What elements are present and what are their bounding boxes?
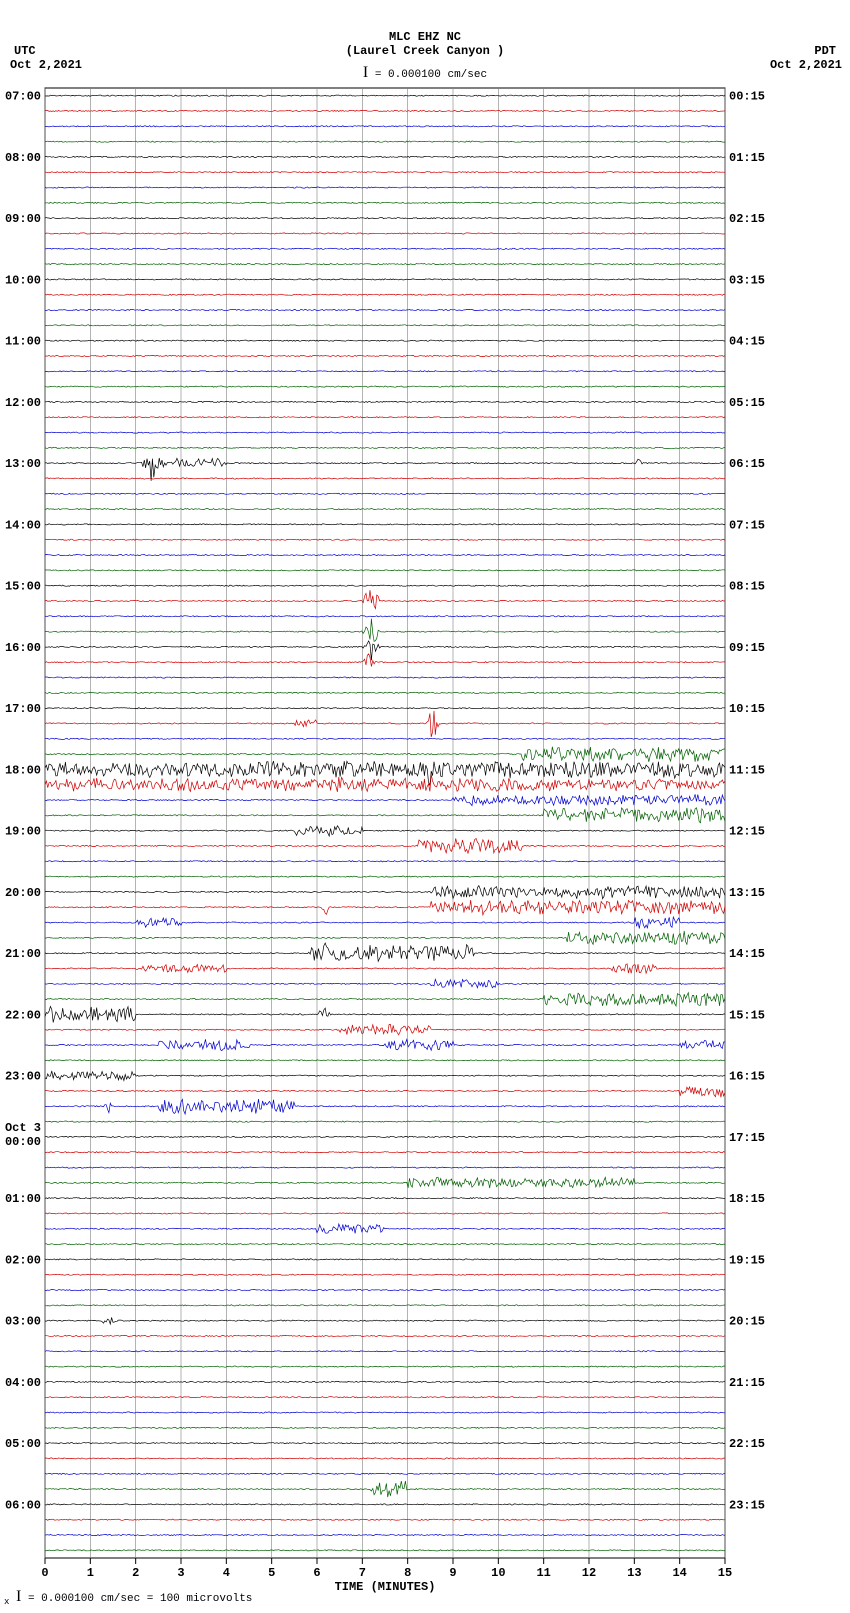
svg-text:1: 1 — [87, 1566, 94, 1580]
svg-text:10:15: 10:15 — [729, 702, 765, 716]
svg-text:5: 5 — [268, 1566, 275, 1580]
seismogram-plot: 0123456789101112131415TIME (MINUTES)07:0… — [0, 0, 850, 1608]
svg-text:9: 9 — [449, 1566, 456, 1580]
scale-legend-bottom: x I = 0.000100 cm/sec = 100 microvolts — [4, 1588, 252, 1607]
svg-text:11: 11 — [536, 1566, 550, 1580]
svg-text:14:15: 14:15 — [729, 947, 765, 961]
svg-text:3: 3 — [177, 1566, 184, 1580]
svg-text:09:00: 09:00 — [5, 212, 41, 226]
svg-text:8: 8 — [404, 1566, 411, 1580]
svg-text:7: 7 — [359, 1566, 366, 1580]
svg-text:6: 6 — [313, 1566, 320, 1580]
svg-text:Oct 3: Oct 3 — [5, 1121, 41, 1135]
svg-text:15: 15 — [718, 1566, 732, 1580]
svg-text:11:00: 11:00 — [5, 335, 41, 349]
svg-text:07:00: 07:00 — [5, 90, 41, 104]
svg-text:04:00: 04:00 — [5, 1376, 41, 1390]
svg-text:18:15: 18:15 — [729, 1192, 765, 1206]
svg-text:19:15: 19:15 — [729, 1253, 765, 1267]
svg-text:20:00: 20:00 — [5, 886, 41, 900]
svg-text:0: 0 — [41, 1566, 48, 1580]
svg-text:22:15: 22:15 — [729, 1437, 765, 1451]
svg-text:06:00: 06:00 — [5, 1498, 41, 1512]
svg-text:TIME (MINUTES): TIME (MINUTES) — [335, 1580, 436, 1594]
svg-text:17:00: 17:00 — [5, 702, 41, 716]
svg-text:10: 10 — [491, 1566, 505, 1580]
svg-text:13:00: 13:00 — [5, 457, 41, 471]
svg-text:05:00: 05:00 — [5, 1437, 41, 1451]
svg-text:16:00: 16:00 — [5, 641, 41, 655]
svg-text:15:15: 15:15 — [729, 1008, 765, 1022]
svg-text:00:15: 00:15 — [729, 90, 765, 104]
svg-text:18:00: 18:00 — [5, 763, 41, 777]
svg-text:11:15: 11:15 — [729, 763, 765, 777]
svg-text:09:15: 09:15 — [729, 641, 765, 655]
svg-text:22:00: 22:00 — [5, 1008, 41, 1022]
svg-text:10:00: 10:00 — [5, 273, 41, 287]
svg-text:08:00: 08:00 — [5, 151, 41, 165]
svg-text:13: 13 — [627, 1566, 641, 1580]
svg-text:12:00: 12:00 — [5, 396, 41, 410]
svg-text:12:15: 12:15 — [729, 825, 765, 839]
svg-text:01:00: 01:00 — [5, 1192, 41, 1206]
svg-text:08:15: 08:15 — [729, 580, 765, 594]
svg-text:02:00: 02:00 — [5, 1253, 41, 1267]
svg-text:19:00: 19:00 — [5, 825, 41, 839]
svg-text:21:15: 21:15 — [729, 1376, 765, 1390]
svg-text:21:00: 21:00 — [5, 947, 41, 961]
svg-text:02:15: 02:15 — [729, 212, 765, 226]
svg-text:03:00: 03:00 — [5, 1315, 41, 1329]
svg-text:17:15: 17:15 — [729, 1131, 765, 1145]
svg-text:03:15: 03:15 — [729, 273, 765, 287]
svg-text:12: 12 — [582, 1566, 596, 1580]
svg-text:13:15: 13:15 — [729, 886, 765, 900]
svg-text:2: 2 — [132, 1566, 139, 1580]
svg-text:4: 4 — [223, 1566, 230, 1580]
svg-text:14:00: 14:00 — [5, 518, 41, 532]
svg-text:20:15: 20:15 — [729, 1315, 765, 1329]
svg-text:14: 14 — [672, 1566, 686, 1580]
svg-text:07:15: 07:15 — [729, 518, 765, 532]
svg-text:00:00: 00:00 — [5, 1135, 41, 1149]
svg-text:04:15: 04:15 — [729, 335, 765, 349]
svg-text:23:00: 23:00 — [5, 1070, 41, 1084]
svg-text:06:15: 06:15 — [729, 457, 765, 471]
svg-text:23:15: 23:15 — [729, 1498, 765, 1512]
svg-text:15:00: 15:00 — [5, 580, 41, 594]
svg-text:16:15: 16:15 — [729, 1070, 765, 1084]
svg-text:05:15: 05:15 — [729, 396, 765, 410]
svg-text:01:15: 01:15 — [729, 151, 765, 165]
